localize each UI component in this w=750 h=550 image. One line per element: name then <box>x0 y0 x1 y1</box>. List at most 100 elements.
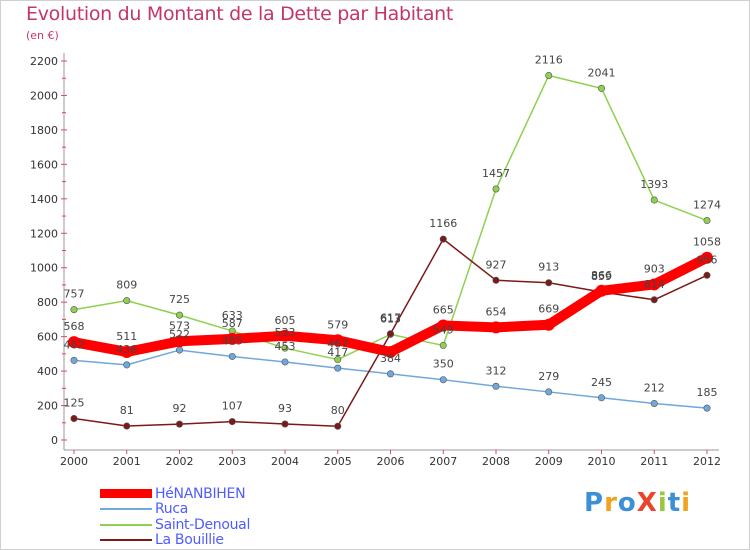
data-label: 511 <box>116 330 137 343</box>
data-label: 605 <box>275 314 296 327</box>
data-point <box>228 418 236 426</box>
data-point <box>701 251 713 264</box>
y-tick-label: 1800 <box>30 124 58 137</box>
data-label: 1058 <box>693 236 721 249</box>
data-label: 2116 <box>535 53 563 66</box>
data-label: 568 <box>64 320 85 333</box>
data-point <box>542 318 555 331</box>
y-tick-label: 400 <box>37 365 58 378</box>
data-label: 2041 <box>588 66 616 79</box>
data-point <box>386 370 394 378</box>
y-tick-label: 800 <box>37 296 58 309</box>
data-label: 453 <box>275 340 296 353</box>
data-label: 107 <box>222 400 243 413</box>
data-label: 633 <box>222 309 243 322</box>
data-point <box>650 196 658 204</box>
data-label: 956 <box>697 253 718 266</box>
data-point <box>703 271 711 279</box>
data-point <box>597 394 605 402</box>
data-point <box>70 414 78 422</box>
data-label: 384 <box>380 352 401 365</box>
data-label: 665 <box>433 303 454 316</box>
data-label: 533 <box>275 326 296 339</box>
data-point <box>176 311 184 319</box>
x-tick-label: 2010 <box>588 455 616 468</box>
data-label: 903 <box>644 262 665 275</box>
legend-item-saint-denoual: Saint-Denoual <box>100 517 250 533</box>
data-label: 417 <box>327 346 348 359</box>
data-point <box>176 420 184 428</box>
legend-label: La Bouillie <box>155 532 224 549</box>
data-label: 579 <box>327 318 348 331</box>
data-label: 859 <box>591 270 612 283</box>
data-label: 613 <box>380 312 401 325</box>
data-point <box>123 361 131 369</box>
data-label: 1393 <box>640 178 668 191</box>
data-point <box>703 404 711 412</box>
data-label: 185 <box>697 386 718 399</box>
data-label: 913 <box>538 261 559 274</box>
data-label: 1274 <box>693 199 721 212</box>
y-tick-label: 0 <box>51 434 58 447</box>
legend-label: Saint-Denoual <box>155 516 251 533</box>
data-point <box>173 335 186 348</box>
data-point <box>597 84 605 92</box>
y-tick-label: 600 <box>37 331 58 344</box>
data-label: 125 <box>64 396 85 409</box>
data-label: 279 <box>538 370 559 383</box>
data-label: 81 <box>120 404 134 417</box>
data-point <box>70 356 78 364</box>
y-tick-label: 200 <box>37 400 58 413</box>
legend-item-la-bouillie: La Bouillie <box>100 532 250 549</box>
data-point <box>176 346 184 354</box>
data-point <box>228 352 236 360</box>
x-tick-label: 2008 <box>482 455 510 468</box>
data-label: 814 <box>644 278 665 291</box>
data-point <box>281 358 289 366</box>
data-point <box>334 422 342 430</box>
data-point <box>492 185 500 193</box>
data-label: 522 <box>169 328 190 341</box>
data-point <box>384 345 397 358</box>
legend-swatch <box>100 508 152 511</box>
x-tick-label: 2009 <box>535 455 563 468</box>
data-label: 245 <box>591 376 612 389</box>
y-tick-label: 1200 <box>30 227 58 240</box>
legend-label: Ruca <box>155 501 189 518</box>
data-label: 587 <box>222 317 243 330</box>
data-point <box>545 388 553 396</box>
data-label: 350 <box>433 358 454 371</box>
data-point <box>120 345 133 358</box>
data-label: 212 <box>644 381 665 394</box>
y-tick-label: 1000 <box>30 262 58 275</box>
data-point <box>545 279 553 287</box>
x-tick-label: 2006 <box>377 455 405 468</box>
x-tick-label: 2005 <box>324 455 352 468</box>
y-tick-label: 2200 <box>30 55 58 68</box>
data-label: 549 <box>433 323 454 336</box>
data-point <box>650 296 658 304</box>
data-label: 1457 <box>482 167 510 180</box>
y-tick-label: 1600 <box>30 158 58 171</box>
data-point <box>492 276 500 284</box>
data-label: 485 <box>222 334 243 347</box>
x-tick-label: 2011 <box>640 455 668 468</box>
legend-label: HéNANBIHEN <box>155 485 246 502</box>
proxiti-logo: ProXiti <box>584 488 692 518</box>
data-label: 93 <box>278 402 292 415</box>
legend-item-henanbihen: HéNANBIHEN <box>100 486 250 502</box>
data-point <box>490 321 502 334</box>
y-tick-label: 2000 <box>30 89 58 102</box>
x-tick-label: 2012 <box>693 455 721 468</box>
data-label: 927 <box>486 258 507 271</box>
data-point <box>650 399 658 407</box>
data-point <box>703 217 711 225</box>
legend-item-ruca: Ruca <box>100 501 250 518</box>
data-label: 92 <box>173 402 187 415</box>
data-label: 467 <box>327 338 348 351</box>
data-point <box>334 356 342 364</box>
data-label: 80 <box>331 404 345 417</box>
line-chart: 0 200 400 600 800 1000 1200 1400 1600 1800 2000 220… <box>30 53 721 468</box>
data-label: 1166 <box>429 217 457 230</box>
data-point <box>437 319 450 332</box>
